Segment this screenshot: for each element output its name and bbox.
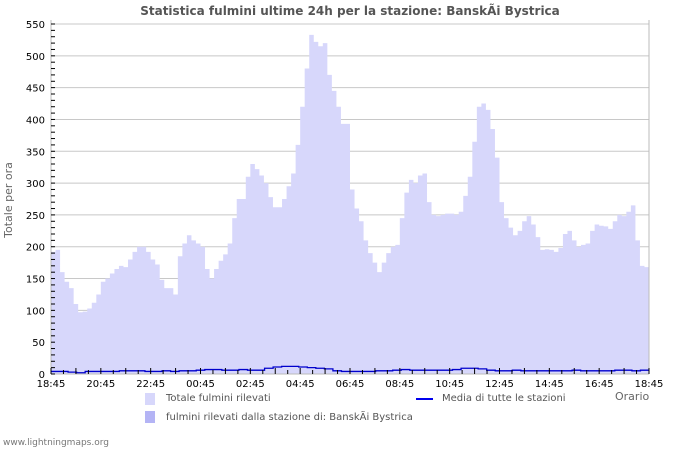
legend-line-average <box>416 398 433 400</box>
footer-link[interactable]: www.lightningmaps.org <box>3 438 109 448</box>
x-axis-ticks: 18:45 20:45 22:45 00:45 02:45 04:45 06:45 08:45… <box>37 368 664 390</box>
legend-average-label: Media di tutte le stazioni <box>442 393 566 404</box>
svg-text:06:45: 06:45 <box>336 379 365 390</box>
svg-text:150: 150 <box>26 275 45 286</box>
svg-text:550: 550 <box>26 20 45 31</box>
svg-text:450: 450 <box>26 84 45 95</box>
svg-text:200: 200 <box>26 243 45 254</box>
svg-text:250: 250 <box>26 211 45 222</box>
svg-text:10:45: 10:45 <box>435 379 464 390</box>
svg-text:350: 350 <box>26 147 45 158</box>
svg-text:400: 400 <box>26 115 45 126</box>
svg-text:0: 0 <box>39 370 45 381</box>
legend-swatch-total <box>145 393 155 405</box>
svg-text:00:45: 00:45 <box>186 379 215 390</box>
svg-text:20:45: 20:45 <box>86 379 115 390</box>
y-axis-ticks: 0 50 100 150 200 250 300 350 400 450 500 550 <box>26 20 55 381</box>
svg-text:50: 50 <box>32 338 45 349</box>
svg-text:04:45: 04:45 <box>286 379 315 390</box>
svg-text:16:45: 16:45 <box>585 379 614 390</box>
legend-swatch-station <box>145 411 155 423</box>
svg-text:08:45: 08:45 <box>385 379 414 390</box>
average-line <box>51 365 649 374</box>
svg-text:18:45: 18:45 <box>635 379 664 390</box>
svg-text:22:45: 22:45 <box>136 379 165 390</box>
chart-title: Statistica fulmini ultime 24h per la sta… <box>140 4 560 18</box>
svg-text:18:45: 18:45 <box>37 379 66 390</box>
y-axis-title: Totale per ora <box>2 162 15 239</box>
svg-text:100: 100 <box>26 306 45 317</box>
svg-text:14:45: 14:45 <box>535 379 564 390</box>
data-areas <box>51 34 649 375</box>
svg-text:12:45: 12:45 <box>485 379 514 390</box>
legend-total-label: Totale fulmini rilevati <box>166 393 271 404</box>
svg-text:02:45: 02:45 <box>236 379 265 390</box>
legend-station-label: fulmini rilevati dalla stazione di: Bans… <box>166 412 413 423</box>
svg-text:500: 500 <box>26 52 45 63</box>
x-axis-title: Orario <box>615 390 650 403</box>
svg-text:300: 300 <box>26 179 45 190</box>
